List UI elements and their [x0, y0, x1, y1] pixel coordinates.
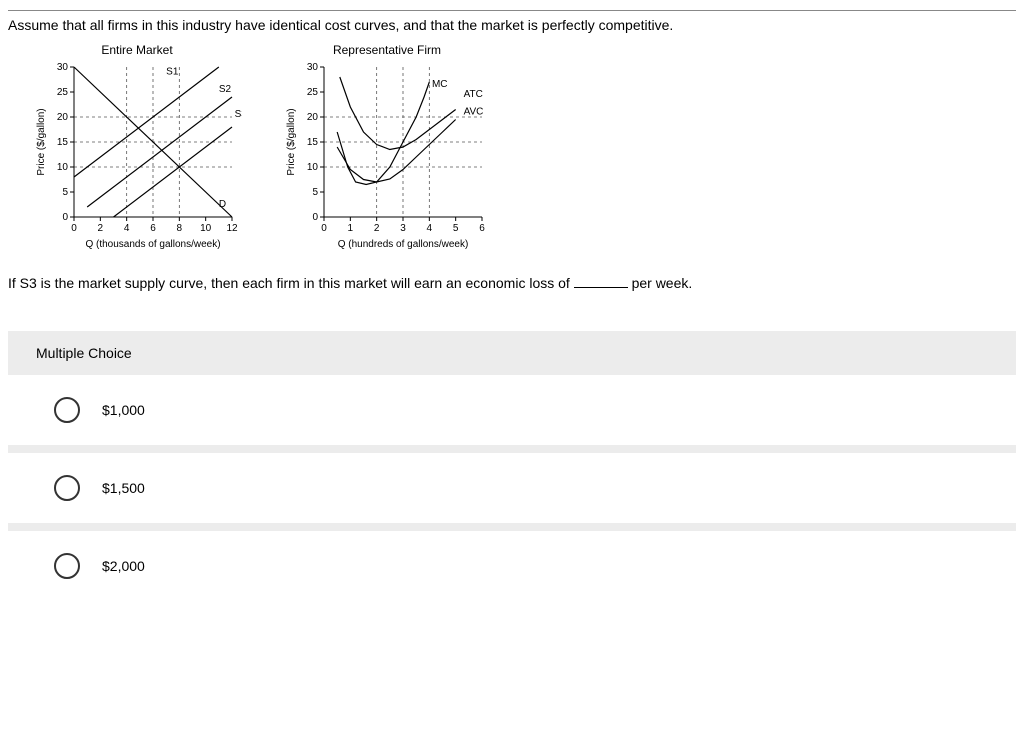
- svg-text:25: 25: [307, 87, 319, 98]
- mc-option[interactable]: $2,000: [8, 531, 1016, 601]
- svg-text:S1: S1: [166, 67, 179, 78]
- mc-option[interactable]: $1,000: [8, 375, 1016, 445]
- svg-text:5: 5: [453, 223, 459, 234]
- mc-heading: Multiple Choice: [8, 331, 1016, 375]
- svg-text:20: 20: [307, 112, 319, 123]
- svg-text:15: 15: [57, 137, 69, 148]
- svg-text:Q (hundreds of gallons/week): Q (hundreds of gallons/week): [338, 239, 469, 250]
- svg-text:15: 15: [307, 137, 319, 148]
- svg-text:3: 3: [400, 223, 406, 234]
- prompt-text: Assume that all firms in this industry h…: [8, 17, 1016, 33]
- svg-text:10: 10: [307, 162, 319, 173]
- svg-text:ATC: ATC: [464, 89, 483, 100]
- svg-text:5: 5: [312, 187, 318, 198]
- mc-container: Multiple Choice $1,000 $1,500 $2,000: [8, 331, 1016, 601]
- svg-text:4: 4: [427, 223, 433, 234]
- svg-text:25: 25: [57, 87, 69, 98]
- svg-text:D: D: [219, 199, 226, 210]
- mc-option-label: $2,000: [102, 558, 145, 574]
- svg-text:12: 12: [226, 223, 238, 234]
- market-chart: 0 2 4 6 8 10 12 0 5 10 15 20 25 30 S1 S2 S3 D Q (thousands…: [32, 61, 242, 251]
- svg-text:MC: MC: [432, 79, 448, 90]
- svg-text:2: 2: [98, 223, 104, 234]
- svg-text:1: 1: [348, 223, 354, 234]
- mc-options: $1,000 $1,500 $2,000: [8, 375, 1016, 601]
- blank: [574, 275, 628, 288]
- mc-option-label: $1,500: [102, 480, 145, 496]
- firm-chart-title: Representative Firm: [333, 43, 441, 57]
- svg-text:Price ($/gallon): Price ($/gallon): [36, 108, 47, 175]
- svg-text:30: 30: [57, 62, 69, 73]
- svg-text:0: 0: [71, 223, 77, 234]
- svg-text:5: 5: [62, 187, 68, 198]
- svg-text:Price ($/gallon): Price ($/gallon): [286, 108, 297, 175]
- svg-text:10: 10: [57, 162, 69, 173]
- question-text: If S3 is the market supply curve, then e…: [8, 275, 1016, 291]
- radio-icon[interactable]: [54, 475, 80, 501]
- svg-text:Q (thousands of gallons/week): Q (thousands of gallons/week): [85, 239, 220, 250]
- svg-text:S2: S2: [219, 84, 232, 95]
- market-chart-title: Entire Market: [101, 43, 172, 57]
- svg-text:0: 0: [62, 212, 68, 223]
- question-prefix: If S3 is the market supply curve, then e…: [8, 275, 574, 291]
- svg-text:30: 30: [307, 62, 319, 73]
- mc-option[interactable]: $1,500: [8, 453, 1016, 523]
- svg-text:10: 10: [200, 223, 212, 234]
- svg-text:0: 0: [321, 223, 327, 234]
- svg-text:6: 6: [150, 223, 156, 234]
- svg-text:4: 4: [124, 223, 130, 234]
- svg-text:S3: S3: [235, 109, 242, 120]
- question-suffix: per week.: [628, 275, 693, 291]
- svg-text:0: 0: [312, 212, 318, 223]
- svg-text:2: 2: [374, 223, 380, 234]
- mc-option-label: $1,000: [102, 402, 145, 418]
- svg-text:AVC: AVC: [464, 107, 484, 118]
- chart-row: Entire Market 024681012051015202530S1S2S…: [32, 43, 1016, 251]
- radio-icon[interactable]: [54, 553, 80, 579]
- svg-text:20: 20: [57, 112, 69, 123]
- svg-text:8: 8: [177, 223, 183, 234]
- svg-text:6: 6: [479, 223, 485, 234]
- radio-icon[interactable]: [54, 397, 80, 423]
- firm-chart: 0 1 2 3 4 5 6 0 5 10 15 20 25 30 MC ATC AVC Q (hundreds o…: [282, 61, 492, 251]
